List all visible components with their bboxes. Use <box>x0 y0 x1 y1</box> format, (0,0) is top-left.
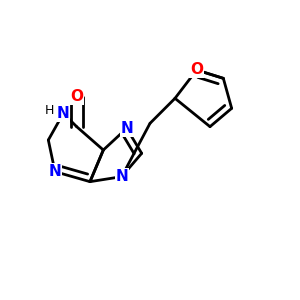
Text: N: N <box>115 169 128 184</box>
Text: O: O <box>190 62 203 77</box>
Text: H: H <box>45 103 54 116</box>
Text: O: O <box>70 89 83 104</box>
Text: N: N <box>57 106 70 121</box>
Text: N: N <box>49 164 62 179</box>
Text: N: N <box>120 121 133 136</box>
